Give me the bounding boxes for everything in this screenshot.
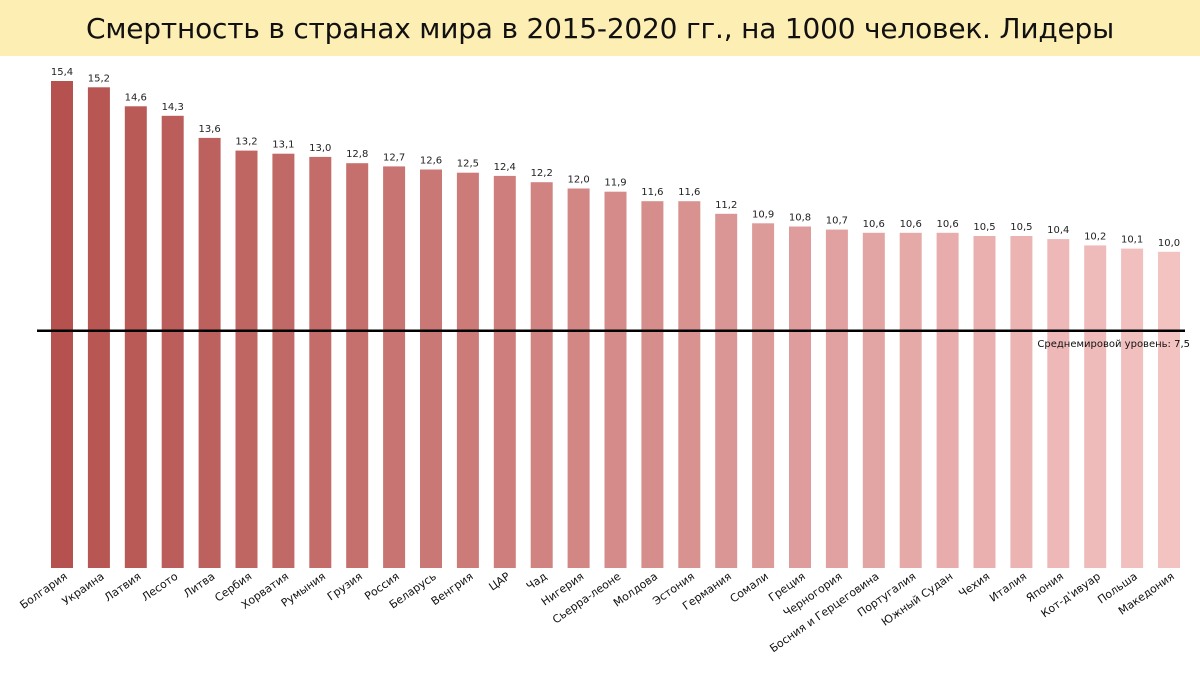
title-bar: Смертность в странах мира в 2015-2020 гг… [0,0,1200,56]
value-label: 11,2 [715,200,737,211]
category-label: Венгрия [429,570,476,608]
value-label: 13,6 [198,124,220,135]
category-label: ЦАР [486,570,512,594]
bar-1 [51,81,73,568]
value-label: 10,0 [1158,238,1180,249]
value-label: 13,0 [309,143,331,154]
bar-29 [1084,245,1107,568]
value-label: 10,8 [789,213,811,224]
value-label: 10,5 [973,222,995,233]
bar-27 [1010,236,1033,568]
reference-line-label: Среднемировой уровень: 7,5 [1037,339,1190,350]
value-label: 10,4 [1047,225,1069,236]
value-label: 13,1 [272,140,294,151]
value-label: 12,4 [494,162,516,173]
category-label: Лесото [139,570,180,604]
bar-21 [789,226,811,568]
value-label: 10,6 [936,219,958,230]
value-label: 12,2 [531,168,553,179]
category-label: Болгария [18,570,70,612]
bar-15 [567,188,590,568]
bar-23 [862,232,885,569]
bar-18 [678,201,701,568]
category-label: Латвия [102,570,144,605]
bar-2 [87,87,110,569]
bar-14 [530,182,553,568]
bar-19 [715,213,738,569]
bar-28 [1047,239,1070,568]
value-label: 11,9 [604,178,626,189]
value-label: 15,2 [88,73,110,84]
bar-7 [272,153,295,568]
bar-5 [198,137,221,568]
category-label: Сомали [728,570,771,606]
category-label: Чад [524,570,550,593]
value-label: 11,6 [641,187,663,198]
value-label: 12,0 [567,175,589,186]
value-label: 12,7 [383,152,405,163]
bar-17 [641,201,664,568]
bar-16 [604,191,627,568]
value-label: 15,4 [51,67,73,78]
value-label: 12,8 [346,149,368,160]
bar-12 [456,172,479,568]
value-label: 11,6 [678,187,700,198]
bar-31 [1158,251,1180,569]
value-label: 13,2 [235,137,257,148]
bar-22 [825,229,848,568]
category-label: Италия [987,570,1029,605]
value-label: 10,2 [1084,231,1106,242]
chart-title: Смертность в странах мира в 2015-2020 гг… [86,11,1114,45]
value-label: 10,5 [1010,222,1032,233]
value-label: 14,6 [125,92,147,103]
value-label: 10,9 [752,209,774,220]
bar-25 [936,232,959,569]
bar-26 [973,236,996,568]
category-label: Грузия [325,570,365,603]
bar-3 [124,106,147,569]
bar-9 [346,163,369,568]
value-label: 10,7 [826,216,848,227]
category-label: Литва [181,570,217,601]
bar-10 [383,166,406,568]
category-label: Украина [60,570,107,608]
value-label: 12,6 [420,156,442,167]
value-label: 14,3 [162,102,184,113]
bar-13 [493,175,516,568]
value-label: 10,6 [900,219,922,230]
value-label: 12,5 [457,159,479,170]
bar-11 [420,169,442,568]
bar-24 [899,232,922,569]
category-label: Чехия [956,570,992,600]
bar-4 [161,115,184,569]
value-label: 10,1 [1121,235,1143,246]
bar-20 [752,223,775,569]
bar-6 [235,150,258,568]
value-label: 10,6 [863,219,885,230]
bar-8 [309,156,332,568]
bar-30 [1121,248,1144,568]
